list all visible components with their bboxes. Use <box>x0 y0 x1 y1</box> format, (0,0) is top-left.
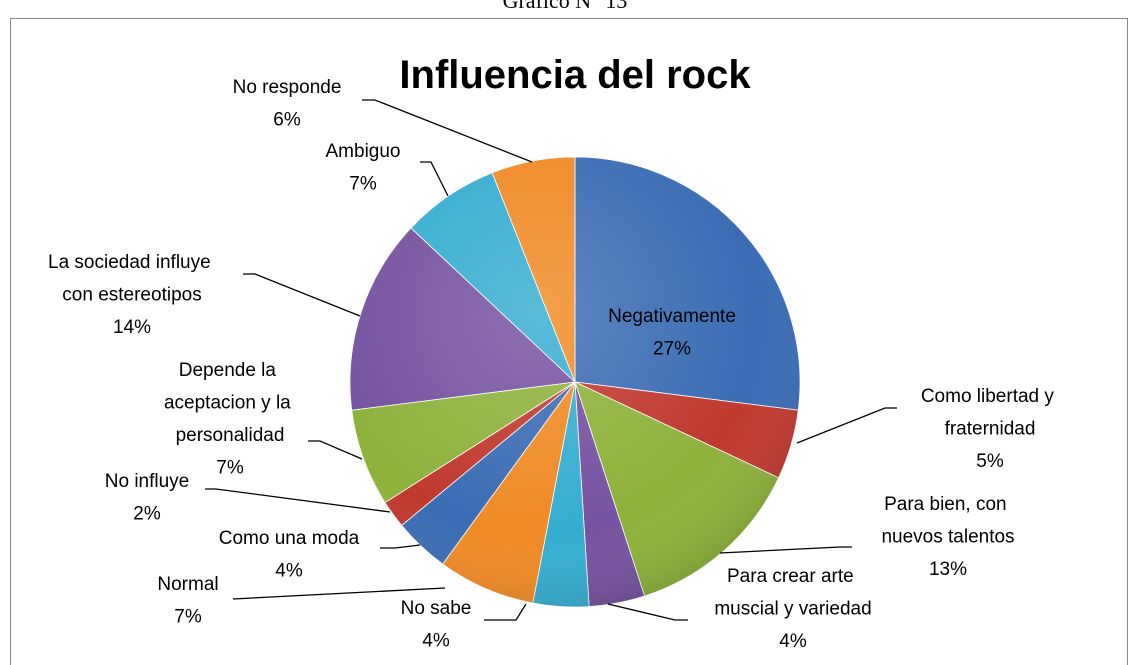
leader-line <box>205 488 391 513</box>
label-line: No influye <box>105 471 190 492</box>
slice-label: Depende la aceptacion y la personalidad <box>164 360 296 446</box>
slice-label: No influye <box>105 471 190 492</box>
slice-label: Como una moda <box>219 528 360 549</box>
leader-line <box>380 544 421 549</box>
slice-label: No responde <box>233 77 342 98</box>
slice-label: Para crear arte muscial y variedad <box>714 566 871 620</box>
slice-label: La sociedad influye con estereotipos <box>48 252 216 306</box>
label-line: Normal <box>157 574 218 595</box>
label-line: con estereotipos <box>62 285 201 306</box>
slice-value-label: 4% <box>422 631 450 652</box>
leader-line <box>232 587 446 600</box>
slice-value-label: 14% <box>113 317 151 338</box>
leader-line <box>607 603 688 621</box>
label-line: Ambiguo <box>326 141 401 162</box>
leader-line <box>243 273 361 317</box>
slice-value-label: 6% <box>273 110 301 131</box>
slice-label: Para bien, con nuevos talentos <box>881 494 1014 548</box>
label-line: No responde <box>233 77 342 98</box>
label-line: Como una moda <box>219 528 360 549</box>
caption: Gráfico N° 13 <box>503 0 628 13</box>
label-line: Para bien, con <box>884 494 1012 515</box>
label-line: Como libertad y <box>921 386 1059 407</box>
slice-label: No sabe <box>401 598 472 619</box>
slice-value-label: 4% <box>779 631 807 652</box>
label-line: personalidad <box>176 425 285 446</box>
slice-label: Ambiguo <box>326 141 401 162</box>
label-line: La sociedad influye <box>48 252 216 273</box>
label-line: No sabe <box>401 598 472 619</box>
slice-value-label: 5% <box>976 451 1004 472</box>
leader-line <box>362 99 533 163</box>
leader-line <box>719 546 852 554</box>
label-line: aceptacion y la <box>164 393 296 414</box>
slice-value-label: 2% <box>133 504 161 525</box>
slice-value-label: 7% <box>349 174 377 195</box>
slice-label: Normal <box>157 574 218 595</box>
chart-title: Influencia del rock <box>399 53 751 97</box>
slice-label: Negativamente <box>608 306 736 327</box>
leader-line <box>796 407 897 444</box>
leader-line <box>420 161 449 197</box>
label-line: nuevos talentos <box>881 527 1014 548</box>
label-line: Para crear arte <box>727 566 859 587</box>
slice-label: Como libertad y fraternidad <box>921 386 1059 440</box>
leader-line <box>308 440 363 460</box>
label-line: fraternidad <box>945 419 1036 440</box>
slice-value-label: 13% <box>929 559 967 580</box>
slice-value-label: 27% <box>653 339 691 360</box>
label-line: Negativamente <box>608 306 736 327</box>
label-line: muscial y variedad <box>714 599 871 620</box>
leader-line <box>484 603 527 621</box>
slice-value-label: 4% <box>275 561 303 582</box>
slice-value-label: 7% <box>216 458 244 479</box>
slice-value-label: 7% <box>174 607 202 628</box>
label-line: Depende la <box>179 360 281 381</box>
